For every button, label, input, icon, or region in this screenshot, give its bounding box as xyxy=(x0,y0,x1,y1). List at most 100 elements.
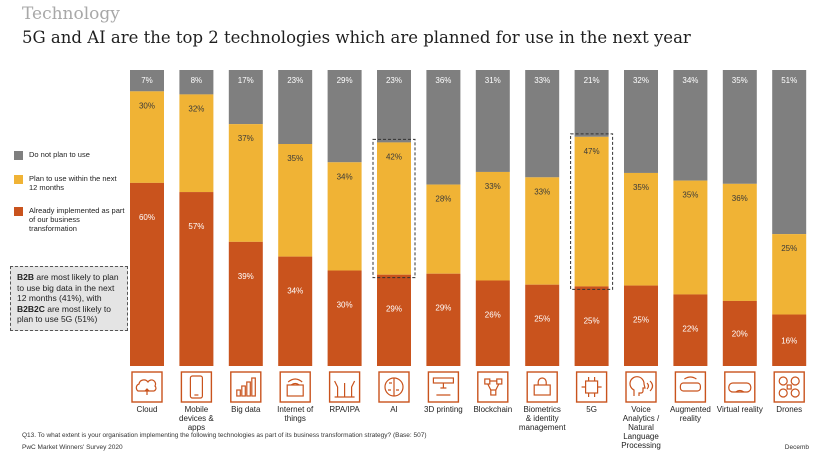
category-label-rpa-ipa: RPA/IPA xyxy=(329,405,360,414)
bar-segment-plan-cloud xyxy=(130,91,164,183)
icon-shape xyxy=(286,384,304,397)
category-label-big-data: Big data xyxy=(231,405,261,414)
data-label-not-plan-internet-of-things: 23% xyxy=(287,76,303,85)
icon-shape xyxy=(490,389,497,396)
icon-frame-virtual-reality xyxy=(724,371,756,403)
category-label-line: Virtual reality xyxy=(717,405,763,414)
data-label-not-plan-virtual-reality: 35% xyxy=(732,76,748,85)
category-label-line: Blockchain xyxy=(473,405,512,414)
icon-shape xyxy=(790,376,800,386)
bar-segment-plan-3d-printing xyxy=(426,184,461,274)
category-label-cloud: Cloud xyxy=(137,405,158,414)
category-label-line: things xyxy=(285,414,306,423)
category-label-line: devices & xyxy=(179,414,214,423)
legend-item-implemented: Already implemented as part of our busin… xyxy=(14,206,126,233)
3d-printer-icon xyxy=(427,371,460,403)
category-label-biometrics-identity-management: Biometrics & identity management xyxy=(519,405,566,432)
bar-segment-not-plan-5g xyxy=(574,70,609,137)
data-label-not-plan-cloud: 7% xyxy=(141,76,153,85)
data-label-implemented-rpa-ipa: 30% xyxy=(337,301,353,310)
data-label-plan-blockchain: 33% xyxy=(485,182,501,191)
data-label-implemented-cloud: 60% xyxy=(139,213,155,222)
highlight-box-5g xyxy=(570,133,614,290)
big-data-icon xyxy=(230,371,262,403)
data-label-plan-5g: 47% xyxy=(584,147,600,156)
virtual-reality-icon xyxy=(724,371,756,403)
bar-segment-implemented-big-data xyxy=(228,241,263,366)
icon-shape xyxy=(629,376,646,396)
category-label-internet-of-things: Internet of things xyxy=(277,405,314,423)
data-label-plan-big-data: 37% xyxy=(238,134,254,143)
page-title: 5G and AI are the top 2 technologies whi… xyxy=(22,28,691,47)
data-label-not-plan-rpa-ipa: 29% xyxy=(337,76,353,85)
bar-segment-implemented-rpa-ipa xyxy=(327,270,362,366)
bar-group-5g: 21% 47% 25% xyxy=(570,70,614,366)
icon-shape xyxy=(287,378,303,386)
footnote-date: Decemb xyxy=(784,444,809,451)
callout-text-1: are most likely to plan to use big data … xyxy=(17,272,119,303)
bar-segment-implemented-3d-printing xyxy=(426,273,461,366)
data-label-plan-mobile-devices-apps: 32% xyxy=(188,104,204,113)
bar-segment-not-plan-drones xyxy=(772,70,807,235)
bar-segment-implemented-biometrics-identity-management xyxy=(525,284,560,366)
category-label-line: Natural xyxy=(628,423,654,432)
data-label-not-plan-big-data: 17% xyxy=(238,76,254,85)
icon-shape xyxy=(735,389,745,393)
bar-group-mobile-devices-apps: 8% 32% 57% xyxy=(179,70,214,366)
bar-segment-not-plan-3d-printing xyxy=(426,70,461,185)
category-label-line: AI xyxy=(390,405,398,414)
bar-segment-not-plan-augmented-reality xyxy=(673,70,708,181)
data-label-implemented-5g: 25% xyxy=(584,316,600,325)
data-label-plan-drones: 25% xyxy=(781,244,797,253)
data-label-plan-voice-analytics-natural-language-processing: 35% xyxy=(633,183,649,192)
data-label-plan-3d-printing: 28% xyxy=(435,195,451,204)
category-label-line: Drones xyxy=(776,405,802,414)
data-label-implemented-mobile-devices-apps: 57% xyxy=(188,222,204,231)
data-label-plan-biometrics-identity-management: 33% xyxy=(534,187,550,196)
legend-item-not-plan: Do not plan to use xyxy=(14,150,126,160)
bar-group-big-data: 17% 37% 39% xyxy=(228,70,263,366)
legend-swatch-not-plan xyxy=(14,151,23,160)
category-label-mobile-devices-apps: Mobile devices & apps xyxy=(179,405,214,432)
category-label-line: Language xyxy=(623,432,659,441)
bar-segment-not-plan-voice-analytics-natural-language-processing xyxy=(624,70,658,173)
data-label-not-plan-drones: 51% xyxy=(781,76,797,85)
bar-segment-implemented-voice-analytics-natural-language-processing xyxy=(624,285,658,366)
insight-callout: B2B are most likely to plan to use big d… xyxy=(10,266,128,331)
data-label-implemented-ai: 29% xyxy=(386,305,402,314)
footnote-source: PwC Market Winners' Survey 2020 xyxy=(22,444,123,451)
bar-group-virtual-reality: 35% 36% 20% xyxy=(722,70,757,366)
icon-shape xyxy=(189,375,203,399)
category-label-line: reality xyxy=(680,414,701,423)
bar-segment-not-plan-internet-of-things xyxy=(278,70,313,144)
rpa-icon xyxy=(328,371,361,403)
icon-shape xyxy=(786,384,792,390)
category-label-5g: 5G xyxy=(586,405,597,414)
bar-group-cloud: 7% 30% 60% xyxy=(130,70,164,366)
bar-segment-plan-virtual-reality xyxy=(722,183,757,301)
callout-b2b: B2B xyxy=(17,272,35,282)
data-label-plan-augmented-reality: 35% xyxy=(682,191,698,200)
ai-brain-icon xyxy=(378,371,410,403)
data-label-not-plan-mobile-devices-apps: 8% xyxy=(191,76,203,85)
bar-group-drones: 51% 25% 16% xyxy=(772,70,807,366)
highlight-box-ai xyxy=(372,138,416,279)
data-label-implemented-drones: 16% xyxy=(781,336,797,345)
bar-segment-plan-mobile-devices-apps xyxy=(179,94,214,193)
legend-label-not-plan: Do not plan to use xyxy=(29,150,90,159)
icon-shape xyxy=(778,388,788,398)
bar-segment-plan-5g xyxy=(574,136,609,287)
icon-shape xyxy=(728,382,752,393)
bar-segment-not-plan-cloud xyxy=(130,70,164,92)
icon-shape xyxy=(487,380,500,391)
category-label-voice-analytics-natural-language-processing: Voice Analytics / Natural Language Processin… xyxy=(621,405,661,450)
augmented-reality-icon xyxy=(674,371,707,403)
data-label-not-plan-voice-analytics-natural-language-processing: 32% xyxy=(633,76,649,85)
data-label-plan-virtual-reality: 36% xyxy=(732,194,748,203)
icon-shape xyxy=(778,376,788,386)
legend-swatch-implemented xyxy=(14,207,23,216)
bar-group-internet-of-things: 23% 35% 34% xyxy=(278,70,313,366)
category-label-line: Big data xyxy=(231,405,261,414)
bar-segment-plan-augmented-reality xyxy=(673,180,708,295)
